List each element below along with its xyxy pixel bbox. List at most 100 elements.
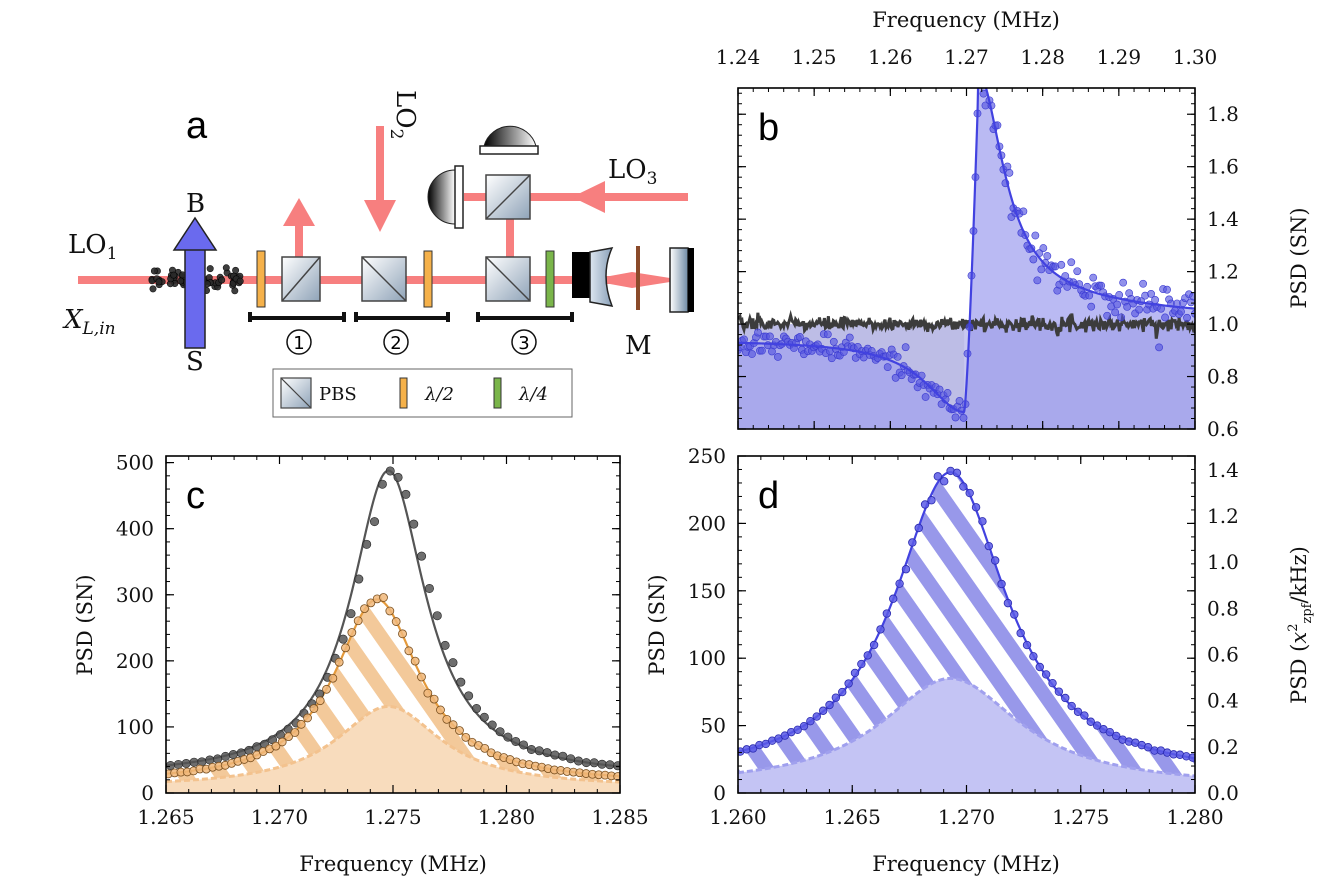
- y-right-tick-label: 0.4: [1207, 689, 1239, 713]
- y-tick-label: 200: [688, 511, 726, 535]
- chart-d: 1.260 1.265 1.270 1.275 1.280 0 50 100 150 200 250…: [645, 444, 1315, 876]
- gray-point: [550, 750, 560, 760]
- data-point: [1163, 285, 1171, 294]
- blue-point: [869, 640, 879, 650]
- data-point: [1029, 255, 1038, 264]
- y-right-tick-label: 0.8: [1207, 596, 1239, 620]
- lo3-arrow-left: [572, 181, 605, 213]
- data-point: [1067, 258, 1076, 267]
- chart-b-ylabel: PSD (SN): [1287, 207, 1311, 308]
- data-point: [1119, 278, 1128, 287]
- orange-point: [341, 643, 350, 653]
- gray-point: [464, 691, 474, 701]
- data-point: [1161, 313, 1169, 322]
- orange-point: [315, 696, 325, 706]
- gray-point: [448, 658, 458, 668]
- y-right-tick-label: 1.2: [1207, 504, 1239, 528]
- noise-dot: [236, 277, 244, 285]
- chart-c: 1.265 1.270 1.275 1.280 1.285 0 100 200 300 400 50…: [73, 451, 649, 876]
- data-point: [1117, 313, 1126, 322]
- blue-point: [825, 700, 834, 710]
- x-tick-label: 1.275: [364, 805, 421, 829]
- blue-filled-area: [738, 678, 1195, 793]
- chart-c-xlabel: Frequency (MHz): [299, 852, 487, 876]
- x-tick-label: 1.270: [251, 805, 308, 829]
- orange-point: [303, 713, 312, 723]
- data-point: [774, 353, 782, 361]
- blue-point: [1112, 731, 1121, 741]
- data-point: [758, 346, 766, 355]
- cavity-lens: [589, 247, 614, 307]
- blue-point: [1188, 753, 1195, 762]
- gray-point: [244, 745, 254, 755]
- pbs-1: [281, 256, 321, 302]
- blue-point: [940, 477, 949, 486]
- x-tick-label: 1.280: [1166, 805, 1223, 829]
- bracket-2: [354, 312, 450, 322]
- noise-dot: [170, 271, 178, 279]
- chart-b-xlabel: Frequency (MHz): [872, 8, 1060, 32]
- gray-point: [472, 704, 482, 714]
- legend-qwp-icon: [493, 377, 502, 409]
- y-tick-label: 250: [688, 444, 726, 468]
- blue-point: [1016, 628, 1025, 638]
- orange-filled-area: [166, 706, 620, 793]
- detector-top: [479, 125, 539, 155]
- pbs-link-beam: [506, 196, 514, 258]
- gray-point: [573, 756, 583, 766]
- orange-point: [347, 628, 357, 637]
- gray-point: [370, 517, 380, 527]
- blue-point: [1080, 711, 1089, 720]
- svg-text:1: 1: [293, 333, 304, 354]
- orange-filled-line: [166, 704, 620, 784]
- gray-point: [409, 519, 419, 529]
- x-tick-label: 1.285: [591, 805, 648, 829]
- circle-label-2: 2: [383, 329, 409, 355]
- data-point: [935, 385, 944, 394]
- orange-point: [353, 616, 363, 626]
- blue-point: [838, 687, 847, 697]
- orange-point: [360, 604, 369, 614]
- bs-arrow-shaft: [184, 247, 206, 349]
- x-tick-label: 1.28: [1020, 45, 1065, 69]
- data-point: [1033, 276, 1042, 285]
- data-point: [1085, 291, 1094, 300]
- m-label: M: [625, 331, 652, 361]
- gray-point: [393, 472, 403, 482]
- fit-line: [738, 88, 1195, 414]
- x-tick-label: 1.280: [478, 805, 535, 829]
- bracket-1: [248, 312, 346, 322]
- blue-point: [882, 609, 892, 618]
- noise-dot: [222, 264, 230, 272]
- blue-point: [793, 725, 802, 735]
- pbs1-output-beam: [295, 224, 303, 276]
- data-point: [978, 70, 985, 77]
- data-point: [921, 393, 930, 401]
- b-label: B: [186, 189, 205, 219]
- gray-point: [166, 760, 176, 770]
- gray-point: [385, 466, 395, 476]
- noise-dot: [150, 267, 158, 275]
- blue-point: [889, 594, 898, 603]
- blue-point: [1054, 687, 1064, 696]
- blue-point: [876, 625, 885, 634]
- y-tick-label: 500: [116, 451, 154, 475]
- gray-point: [189, 757, 199, 767]
- data-point: [754, 328, 762, 337]
- orange-point: [271, 741, 281, 751]
- gray-point: [589, 758, 599, 768]
- main-beam: [78, 276, 610, 284]
- y-tick-label: 50: [701, 714, 726, 738]
- noise-dot: [155, 278, 163, 286]
- gray-point: [354, 574, 364, 584]
- cavity-mirror: [669, 247, 689, 313]
- data-point: [1111, 308, 1120, 317]
- data-point: [1135, 305, 1144, 314]
- orange-point: [429, 694, 439, 704]
- data-point: [1151, 296, 1159, 304]
- blue-point: [850, 668, 860, 678]
- blue-point: [863, 651, 872, 660]
- pbs1-arrow-up: [283, 198, 315, 226]
- data-point: [1183, 313, 1191, 322]
